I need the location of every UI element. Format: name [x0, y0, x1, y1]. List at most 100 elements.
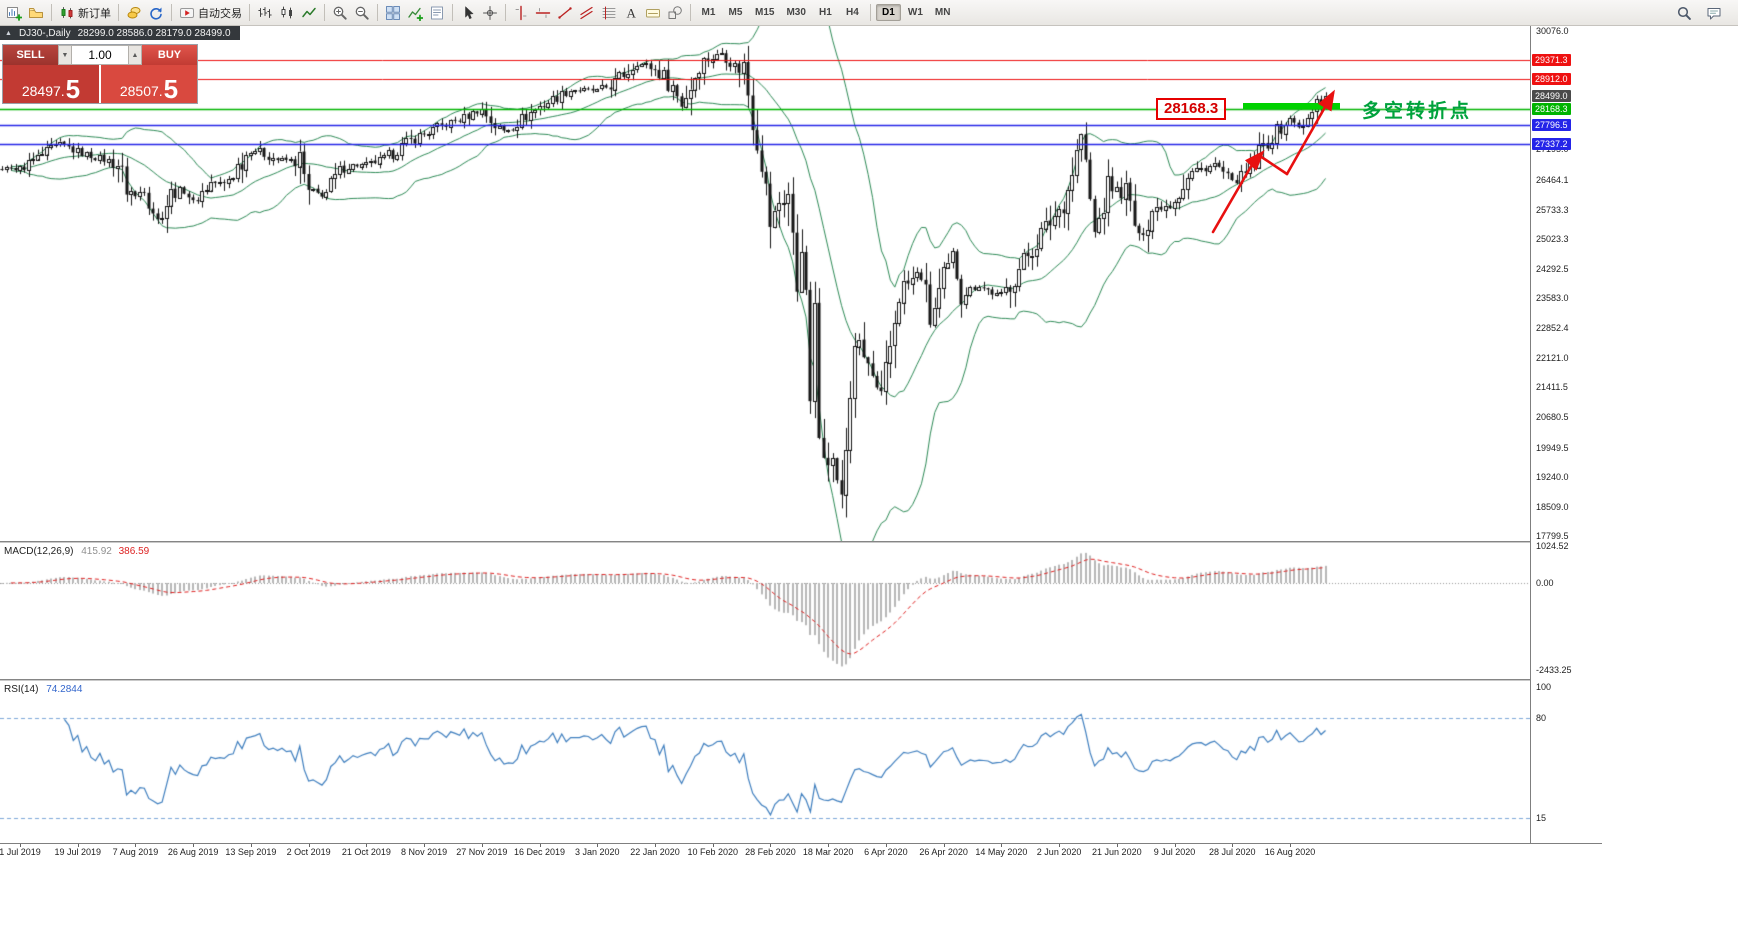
- text-tool-icon: A: [623, 5, 639, 21]
- timeframe-h1-button[interactable]: H1: [819, 7, 832, 18]
- new-chart-icon[interactable]: [3, 3, 25, 23]
- time-axis-label: 28 Feb 2020: [745, 847, 796, 857]
- buy-price-main: 28507.: [119, 83, 163, 99]
- toolbar-separator: [51, 4, 52, 21]
- timeframe-mn-button[interactable]: MN: [934, 7, 951, 18]
- price-axis-label: 21411.5: [1536, 382, 1568, 393]
- macd-axis-label: 1024.52: [1536, 541, 1569, 552]
- lot-increase-button[interactable]: ▲: [128, 45, 142, 65]
- vertical-line-tool-icon[interactable]: [510, 3, 532, 23]
- one-click-trading-panel: SELL ▼ ▲ BUY 28497. 5 28507. 5: [2, 44, 198, 104]
- autotrading-button: [179, 5, 195, 21]
- cursor-icon[interactable]: [457, 3, 479, 23]
- zoom-out-icon[interactable]: [351, 3, 373, 23]
- support-highlight-line[interactable]: [1243, 103, 1340, 109]
- timeframe-m5-button[interactable]: M5: [728, 7, 743, 18]
- time-axis-tick: [828, 844, 830, 847]
- new-chart-icon: [6, 5, 22, 21]
- macd-panel-separator[interactable]: [0, 541, 1602, 543]
- time-axis-tick: [20, 844, 21, 847]
- profiles-icon: [28, 5, 44, 21]
- timeframe-m30-button[interactable]: M30: [786, 7, 806, 18]
- candlestick-chart-icon[interactable]: [276, 3, 298, 23]
- macd-panel-canvas[interactable]: [0, 543, 1530, 679]
- rsi-panel-canvas[interactable]: [0, 681, 1530, 843]
- time-axis-tick: [424, 844, 426, 847]
- macd-axis-label: 0.00: [1536, 578, 1554, 588]
- fibonacci-tool-icon: [601, 5, 617, 21]
- horizontal-line-tool-icon[interactable]: [532, 3, 554, 23]
- time-axis-label: 3 Jan 2020: [574, 847, 620, 857]
- price-axis-label: 19949.5: [1536, 442, 1569, 453]
- time-axis-tick: [250, 844, 252, 847]
- time-axis-tick: [539, 844, 541, 847]
- tile-windows-icon[interactable]: [382, 3, 404, 23]
- toolbar-separator: [690, 4, 691, 21]
- autotrading-button[interactable]: 自动交易: [176, 3, 245, 23]
- macd-signal-value: 386.59: [118, 546, 150, 557]
- time-axis-label: 14 May 2020: [975, 847, 1028, 857]
- lot-decrease-button[interactable]: ▼: [58, 45, 72, 65]
- timeframe-m15-button[interactable]: M15: [755, 7, 775, 18]
- chart-title-tab[interactable]: ▲ DJ30-,Daily 28299.0 28586.0 28179.0 28…: [0, 26, 240, 40]
- new-order-button: [59, 5, 75, 21]
- label-tool-icon[interactable]: [642, 3, 664, 23]
- sell-button[interactable]: SELL: [3, 45, 58, 65]
- indicators-icon[interactable]: [404, 3, 426, 23]
- price-axis-label: 22121.0: [1536, 353, 1569, 364]
- timeframe-m1-button[interactable]: M1: [701, 7, 716, 18]
- turning-point-label[interactable]: 多空转折点: [1362, 101, 1473, 122]
- toolbar-separator: [118, 4, 119, 21]
- timeframe-d1-button[interactable]: D1: [875, 4, 901, 21]
- time-axis-label: 19 Jul 2019: [54, 847, 101, 857]
- price-axis-label: 24292.5: [1536, 263, 1569, 274]
- bar-chart-icon[interactable]: [254, 3, 276, 23]
- templates-icon: [429, 5, 445, 21]
- lot-size-input[interactable]: [72, 45, 128, 65]
- time-axis-label: 13 Sep 2019: [225, 847, 277, 857]
- price-scale[interactable]: 30076.027195.026464.125733.325023.324292…: [1530, 26, 1603, 858]
- sell-price-button[interactable]: 28497. 5: [3, 65, 99, 103]
- timeframe-h4-button[interactable]: H4: [846, 7, 859, 18]
- new-order-button[interactable]: 新订单: [56, 3, 114, 23]
- macd-indicator-label: MACD(12,26,9) 415.92 386.59: [4, 546, 149, 557]
- rsi-panel-separator[interactable]: [0, 679, 1602, 681]
- timeframe-w1-button[interactable]: W1: [907, 7, 923, 18]
- trendline-tool-icon: [557, 5, 573, 21]
- svg-text:A: A: [627, 5, 637, 20]
- zoom-in-icon[interactable]: [329, 3, 351, 23]
- rsi-axis-label: 80: [1536, 712, 1547, 723]
- time-axis-label: 28 Jul 2020: [1208, 847, 1256, 857]
- time-axis-label: 18 Mar 2020: [802, 847, 854, 857]
- label-tool-icon: [645, 5, 661, 21]
- time-axis-tick: [712, 844, 714, 847]
- buy-price-button[interactable]: 28507. 5: [101, 65, 197, 103]
- buy-button[interactable]: BUY: [142, 45, 197, 65]
- price-level-tag: 27337.2: [1532, 137, 1571, 150]
- time-axis-label: 1 Jul 2019: [0, 847, 41, 857]
- channel-tool-icon[interactable]: [576, 3, 598, 23]
- price-flag-label[interactable]: 28168.3: [1156, 98, 1227, 120]
- price-axis-label: 23583.0: [1536, 293, 1569, 304]
- time-axis-tick: [654, 844, 656, 847]
- crosshair-icon[interactable]: [479, 3, 501, 23]
- time-axis-tick: [193, 844, 195, 847]
- chat-icon[interactable]: [1703, 3, 1725, 23]
- time-scale[interactable]: 1 Jul 2019 19 Jul 2019 7 Aug 2019 26 Aug 20…: [0, 843, 1602, 858]
- refresh-icon[interactable]: [145, 3, 167, 23]
- price-chart-canvas[interactable]: [0, 26, 1530, 541]
- price-level-tag: 29371.3: [1532, 53, 1571, 66]
- search-icon[interactable]: [1673, 3, 1695, 23]
- line-chart-icon[interactable]: [298, 3, 320, 23]
- time-axis-label: 2 Oct 2019: [286, 847, 331, 857]
- history-center-icon[interactable]: [123, 3, 145, 23]
- price-axis-label: 25023.3: [1536, 233, 1569, 244]
- fibonacci-tool-icon[interactable]: [598, 3, 620, 23]
- time-axis-tick: [1116, 844, 1118, 847]
- text-tool-icon[interactable]: A: [620, 3, 642, 23]
- trendline-tool-icon[interactable]: [554, 3, 576, 23]
- bar-chart-icon: [257, 5, 273, 21]
- shapes-tool-icon[interactable]: [664, 3, 686, 23]
- templates-icon[interactable]: [426, 3, 448, 23]
- profiles-icon[interactable]: [25, 3, 47, 23]
